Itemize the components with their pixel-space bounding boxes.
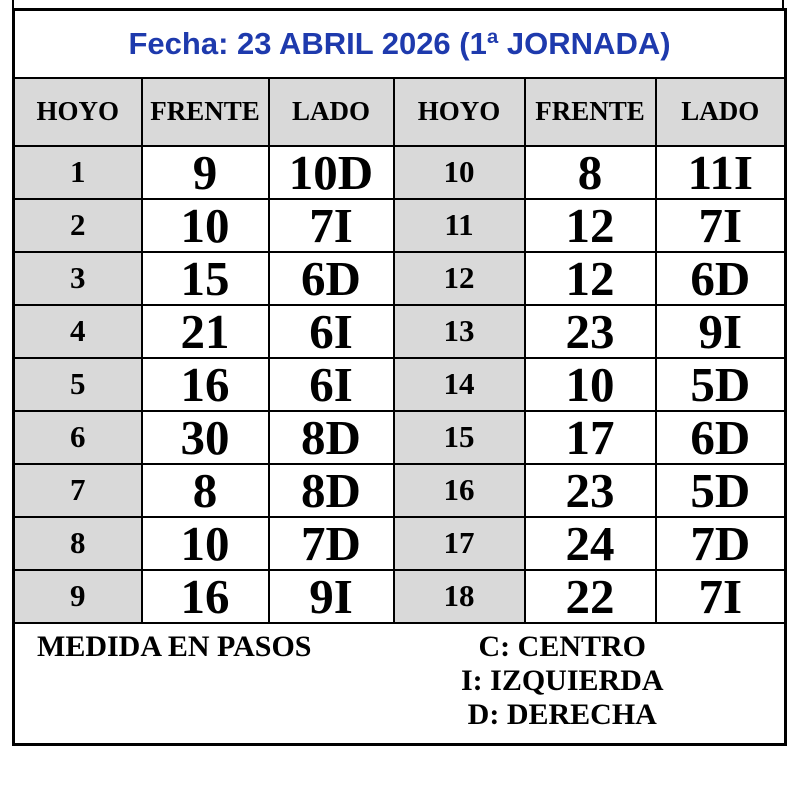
footer: MEDIDA EN PASOS C: CENTRO I: IZQUIERDA D… [12,621,787,746]
frente-value-cell: 17 [523,409,657,465]
hole-number-cell: 16 [392,462,526,518]
hole-number-cell: 17 [392,515,526,571]
table-row: 7 8 8D 16 23 5D [12,462,787,518]
hole-number-cell: 8 [12,515,143,571]
lado-value-cell: 11I [654,144,787,200]
lado-value-cell: 5D [654,356,787,412]
side-legend: C: CENTRO I: IZQUIERDA D: DERECHA [461,630,664,732]
lado-value-cell: 9I [267,568,395,624]
lado-value-cell: 6I [267,356,395,412]
pin-position-table: Fecha: 23 ABRIL 2026 (1ª JORNADA) HOYO F… [12,8,788,746]
lado-value-cell: 9I [654,303,787,359]
frente-value-cell: 10 [140,515,270,571]
lado-value-cell: 6D [654,250,787,306]
hole-number-cell: 12 [392,250,526,306]
hole-number-cell: 10 [392,144,526,200]
hole-number-cell: 13 [392,303,526,359]
table-row: 1 9 10D 10 8 11I [12,144,787,200]
lado-value-cell: 8D [267,409,395,465]
hole-number-cell: 9 [12,568,143,624]
frente-value-cell: 23 [523,303,657,359]
measure-note: MEDIDA EN PASOS [37,629,312,663]
lado-value-cell: 6I [267,303,395,359]
frente-value-cell: 9 [140,144,270,200]
hole-number-cell: 4 [12,303,143,359]
frente-value-cell: 8 [140,462,270,518]
lado-value-cell: 7I [267,197,395,253]
table-row: 8 10 7D 17 24 7D [12,515,787,571]
frente-value-cell: 22 [523,568,657,624]
lado-value-cell: 7I [654,197,787,253]
hole-number-cell: 7 [12,462,143,518]
column-header-lado-left: LADO [267,76,395,147]
table-row: 4 21 6I 13 23 9I [12,303,787,359]
hole-number-cell: 2 [12,197,143,253]
hole-number-cell: 14 [392,356,526,412]
frente-value-cell: 21 [140,303,270,359]
column-header-hoyo-left: HOYO [12,76,143,147]
hole-number-cell: 11 [392,197,526,253]
footer-row: MEDIDA EN PASOS C: CENTRO I: IZQUIERDA D… [12,621,787,746]
lado-value-cell: 6D [267,250,395,306]
frente-value-cell: 8 [523,144,657,200]
column-header-frente-left: FRENTE [140,76,270,147]
lado-value-cell: 6D [654,409,787,465]
frente-value-cell: 15 [140,250,270,306]
frente-value-cell: 16 [140,356,270,412]
legend-item-centro: C: CENTRO [478,629,647,663]
table-row: 6 30 8D 15 17 6D [12,409,787,465]
frente-value-cell: 10 [140,197,270,253]
table-row: 9 16 9I 18 22 7I [12,568,787,624]
hole-number-cell: 3 [12,250,143,306]
frente-value-cell: 16 [140,568,270,624]
table-row: 3 15 6D 12 12 6D [12,250,787,306]
date-title: Fecha: 23 ABRIL 2026 (1ª JORNADA) [12,8,787,79]
lado-value-cell: 7D [267,515,395,571]
frente-value-cell: 10 [523,356,657,412]
lado-value-cell: 5D [654,462,787,518]
crop-border-stub-left [12,0,14,9]
frente-value-cell: 12 [523,250,657,306]
legend-item-izquierda: I: IZQUIERDA [461,663,664,697]
frente-value-cell: 30 [140,409,270,465]
frente-value-cell: 24 [523,515,657,571]
legend-item-derecha: D: DERECHA [467,697,657,731]
hole-number-cell: 6 [12,409,143,465]
column-header-frente-right: FRENTE [523,76,657,147]
lado-value-cell: 7I [654,568,787,624]
frente-value-cell: 23 [523,462,657,518]
frente-value-cell: 12 [523,197,657,253]
column-header-row: HOYO FRENTE LADO HOYO FRENTE LADO [12,76,787,147]
hole-number-cell: 15 [392,409,526,465]
table-row: 2 10 7I 11 12 7I [12,197,787,253]
column-header-hoyo-right: HOYO [392,76,526,147]
lado-value-cell: 8D [267,462,395,518]
column-header-lado-right: LADO [654,76,787,147]
table-row: 5 16 6I 14 10 5D [12,356,787,412]
lado-value-cell: 7D [654,515,787,571]
hole-number-cell: 5 [12,356,143,412]
hole-number-cell: 1 [12,144,143,200]
title-row: Fecha: 23 ABRIL 2026 (1ª JORNADA) [12,8,787,79]
hole-number-cell: 18 [392,568,526,624]
lado-value-cell: 10D [267,144,395,200]
crop-border-stub-right [782,0,784,9]
